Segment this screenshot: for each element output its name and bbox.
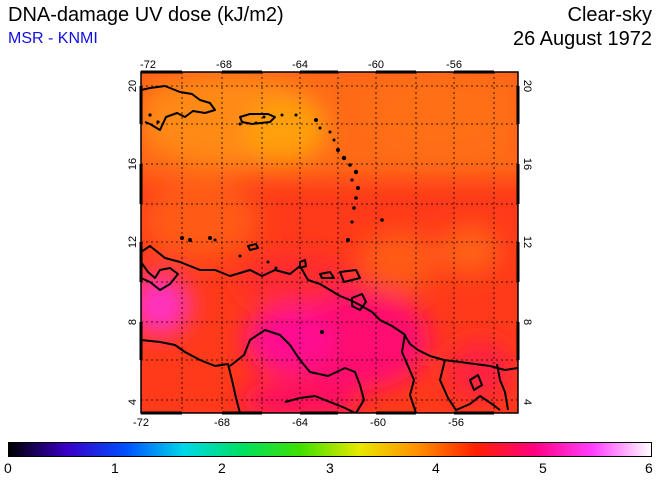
gridlines bbox=[141, 72, 518, 413]
lat-tick-label: 4 bbox=[521, 399, 533, 405]
coastlines bbox=[141, 85, 518, 413]
lat-tick-label: 4 bbox=[127, 399, 139, 405]
lat-tick-label: 8 bbox=[127, 319, 139, 325]
lat-ticks-right: 20 16 12 8 4 bbox=[521, 80, 533, 405]
lat-tick-label: 12 bbox=[127, 236, 139, 248]
colorbar-label: 4 bbox=[432, 460, 440, 476]
lon-tick-label: -64 bbox=[292, 59, 308, 71]
lon-tick-label: -60 bbox=[370, 417, 386, 429]
lon-tick-label: -60 bbox=[368, 59, 384, 71]
colorbar-label: 2 bbox=[218, 460, 226, 476]
dose-field bbox=[141, 72, 518, 413]
colorbar-label: 5 bbox=[539, 460, 547, 476]
uv-dose-map: -72 -68 -64 -60 -56 -72 -68 -64 -60 -56 … bbox=[127, 59, 533, 429]
lat-tick-label: 20 bbox=[127, 80, 139, 92]
colorbar-label: 1 bbox=[111, 460, 119, 476]
frame-ticks bbox=[139, 70, 520, 415]
lon-ticks-top: -72 -68 -64 -60 -56 bbox=[140, 59, 462, 71]
lon-tick-label: -68 bbox=[216, 59, 232, 71]
islands bbox=[148, 113, 384, 334]
lon-ticks-bottom: -72 -68 -64 -60 -56 bbox=[133, 417, 464, 429]
lat-ticks-left: 20 16 12 8 4 bbox=[127, 80, 139, 405]
lon-tick-label: -72 bbox=[140, 59, 156, 71]
lon-tick-label: -68 bbox=[214, 417, 230, 429]
colorbar-label: 6 bbox=[645, 460, 653, 476]
lon-tick-label: -56 bbox=[446, 59, 462, 71]
lat-tick-label: 16 bbox=[127, 158, 139, 170]
colorbar-label: 0 bbox=[4, 460, 12, 476]
lat-tick-label: 16 bbox=[521, 158, 533, 170]
colorbar-label: 3 bbox=[326, 460, 334, 476]
product-label: Clear-sky bbox=[567, 4, 652, 26]
date-label: 26 August 1972 bbox=[512, 28, 652, 50]
color-scale-bar bbox=[8, 442, 652, 457]
lon-tick-label: -72 bbox=[133, 417, 149, 429]
lon-tick-label: -56 bbox=[448, 417, 464, 429]
lat-tick-label: 12 bbox=[521, 236, 533, 248]
source-label: MSR - KNMI bbox=[8, 30, 98, 47]
map-title: DNA-damage UV dose (kJ/m2) bbox=[8, 4, 284, 26]
lat-tick-label: 20 bbox=[521, 80, 533, 92]
lon-tick-label: -64 bbox=[292, 417, 308, 429]
lat-tick-label: 8 bbox=[521, 319, 533, 325]
